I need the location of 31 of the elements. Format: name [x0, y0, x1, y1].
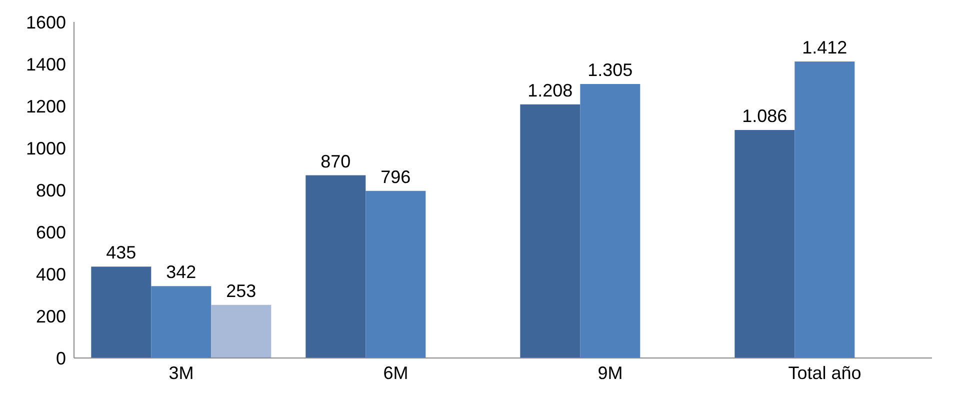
- data-label: 253: [226, 280, 256, 301]
- data-label: 1.208: [528, 80, 573, 100]
- y-tick-label: 1400: [26, 54, 66, 74]
- x-tick-label: 9M: [598, 362, 623, 383]
- y-tick-label: 1000: [26, 138, 66, 158]
- bar: [520, 104, 580, 358]
- bar: [91, 266, 152, 358]
- data-label: 1.412: [802, 37, 848, 58]
- bar: [211, 304, 272, 358]
- bar: [306, 175, 366, 358]
- data-label: 870: [320, 151, 351, 172]
- data-label: 1.305: [588, 60, 633, 80]
- bar: [580, 84, 640, 358]
- data-label: 1.086: [742, 106, 788, 126]
- data-label: 796: [380, 166, 411, 187]
- x-tick-label: 3M: [168, 362, 194, 383]
- x-tick-label: 6M: [383, 362, 408, 383]
- bar: [366, 190, 426, 358]
- bar: [794, 61, 855, 358]
- y-tick-label: 1200: [26, 96, 66, 116]
- y-tick-label: 600: [36, 222, 66, 242]
- y-tick-label: 1600: [26, 12, 66, 32]
- bar: [151, 286, 212, 358]
- x-tick-label: Total año: [788, 362, 862, 383]
- y-tick-label: 800: [36, 180, 66, 200]
- data-label: 435: [106, 242, 136, 263]
- data-label: 342: [166, 262, 196, 282]
- y-tick-label: 0: [56, 348, 66, 368]
- y-tick-label: 400: [36, 264, 66, 284]
- y-tick-label: 200: [36, 306, 66, 326]
- bar: [734, 130, 795, 358]
